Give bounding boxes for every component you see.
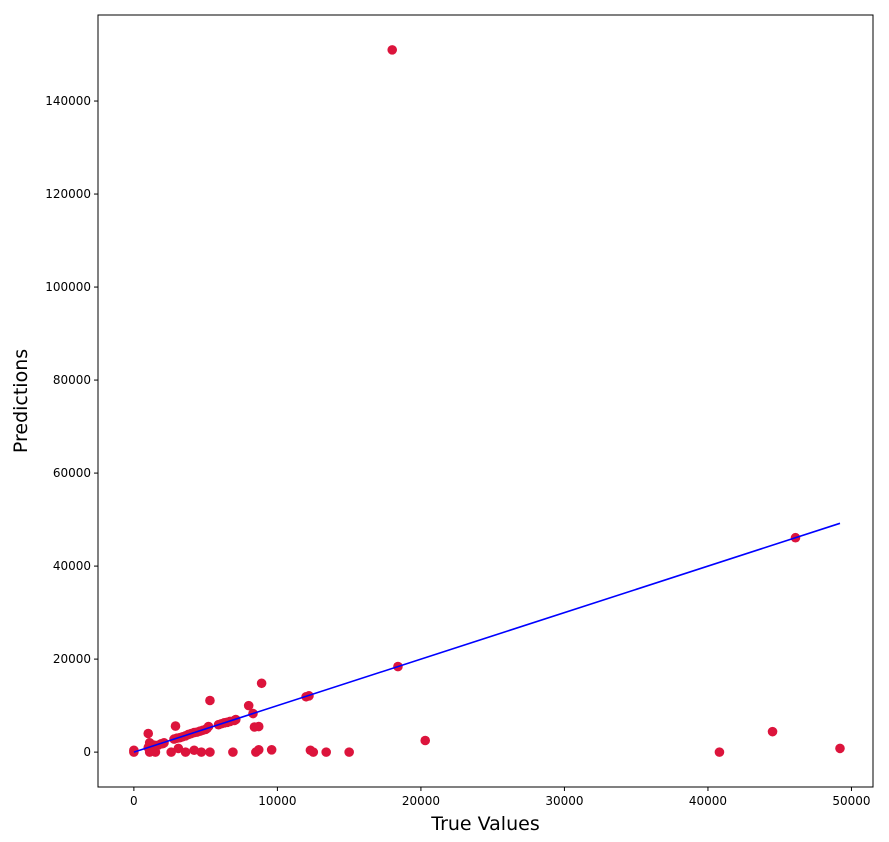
chart-marks	[129, 45, 845, 757]
scatter-point	[420, 735, 431, 746]
scatter-point	[387, 45, 398, 55]
y-tick-label: 0	[83, 745, 91, 759]
scatter-point	[173, 743, 184, 754]
scatter-point	[189, 745, 199, 756]
x-tick-label: 30000	[545, 794, 583, 808]
plot-area	[97, 14, 874, 788]
y-axis-ticks: 0 20000 40000 60000 80000 100000 120000 140000	[45, 94, 98, 759]
y-tick-label: 100000	[45, 280, 91, 294]
x-tick-label: 40000	[689, 794, 727, 808]
scatter-point	[256, 678, 267, 689]
scatter-point	[143, 728, 154, 739]
scatter-point	[344, 747, 354, 757]
scatter-point	[253, 721, 264, 732]
scatter-point	[714, 747, 725, 757]
x-tick-label: 0	[130, 794, 138, 808]
y-tick-label: 40000	[53, 559, 91, 573]
scatter-point	[767, 726, 778, 737]
fit-line	[133, 522, 841, 753]
scatter-point	[266, 744, 277, 755]
scatter-point	[835, 743, 845, 754]
scatter-point	[308, 747, 319, 757]
y-tick-label: 120000	[45, 187, 91, 201]
scatter-point	[129, 745, 139, 756]
scatter-point	[205, 695, 215, 706]
scatter-point	[170, 721, 181, 731]
y-axis-label: Predictions	[10, 349, 32, 453]
x-tick-label: 50000	[832, 794, 870, 808]
scatter-point	[196, 747, 207, 757]
x-axis-ticks: 0 10000 20000 30000 40000 50000	[130, 787, 871, 808]
scatter-point	[205, 747, 215, 757]
y-tick-label: 60000	[53, 466, 91, 480]
x-axis-label: True Values	[430, 813, 539, 835]
scatter-point	[180, 747, 191, 757]
scatter-point	[243, 700, 254, 711]
x-tick-label: 10000	[258, 794, 296, 808]
scatter-point	[166, 747, 176, 757]
scatter-point	[228, 747, 238, 757]
y-tick-label: 140000	[45, 94, 91, 108]
y-tick-label: 20000	[53, 652, 91, 666]
y-tick-label: 80000	[53, 373, 91, 387]
scatter-point	[253, 744, 264, 755]
x-tick-label: 20000	[402, 794, 440, 808]
scatter-point	[321, 747, 331, 757]
